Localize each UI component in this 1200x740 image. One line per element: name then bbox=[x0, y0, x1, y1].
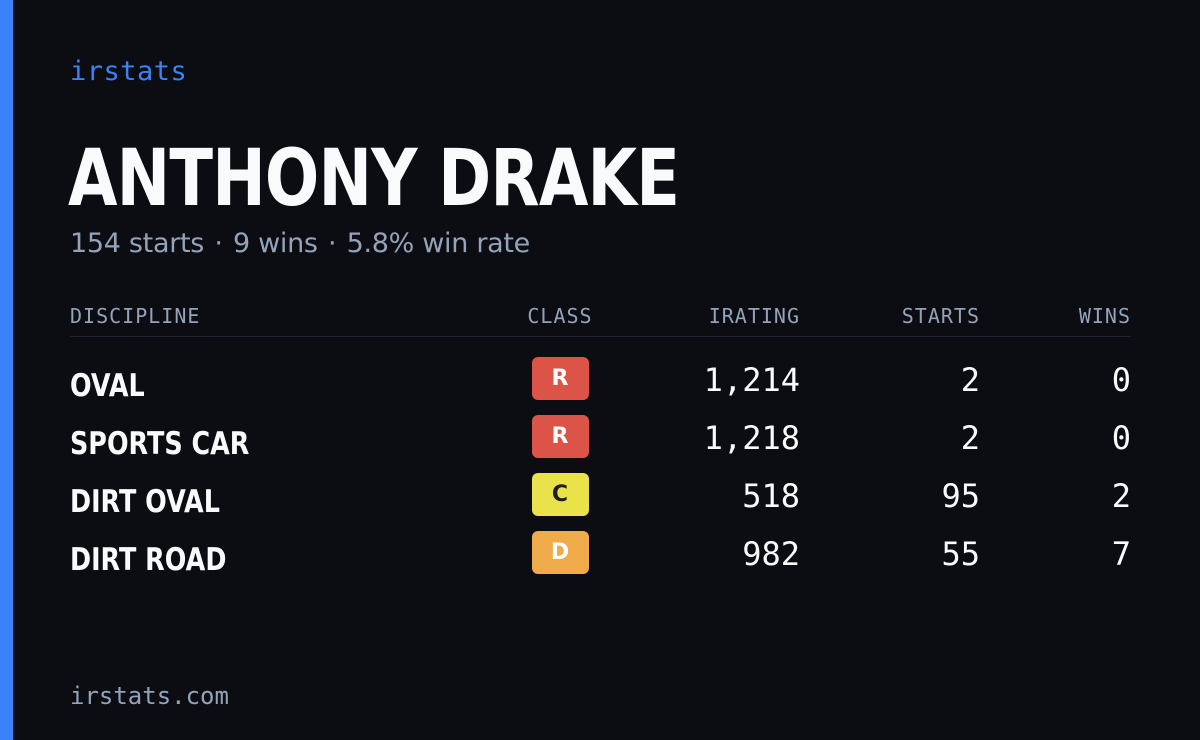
discipline-name: SPORTS CAR bbox=[70, 426, 250, 462]
summary-wins: 9 wins bbox=[232, 228, 318, 259]
wins-value: 7 bbox=[1111, 535, 1131, 573]
table-header-row: DISCIPLINE CLASS IRATING STARTS WINS bbox=[70, 296, 1131, 337]
starts-value: 2 bbox=[960, 361, 980, 399]
wins-value: 2 bbox=[1111, 477, 1131, 515]
class-badge: C bbox=[531, 472, 589, 516]
irating-value: 1,214 bbox=[703, 361, 800, 399]
irating-value: 1,218 bbox=[703, 419, 800, 457]
header-starts: STARTS bbox=[800, 296, 980, 337]
wins-value: 0 bbox=[1111, 361, 1131, 399]
header-discipline: DISCIPLINE bbox=[70, 296, 500, 337]
starts-value: 55 bbox=[941, 535, 980, 573]
class-badge: R bbox=[531, 356, 589, 400]
summary-starts: 154 starts bbox=[70, 228, 205, 259]
summary-separator: · bbox=[328, 228, 337, 259]
class-badge: R bbox=[531, 414, 589, 458]
class-badge: D bbox=[531, 530, 589, 574]
header-class: CLASS bbox=[500, 296, 620, 337]
irating-value: 982 bbox=[742, 535, 800, 573]
starts-value: 95 bbox=[941, 477, 980, 515]
brand-logo: irstats bbox=[70, 56, 188, 87]
discipline-name: OVAL bbox=[70, 368, 145, 404]
footer-url: irstats.com bbox=[70, 682, 229, 710]
accent-bar bbox=[0, 0, 13, 740]
header-irating: IRATING bbox=[620, 296, 800, 337]
player-name: ANTHONY DRAKE bbox=[68, 134, 680, 224]
table-row: DIRT ROAD D 982 55 7 bbox=[70, 525, 1131, 583]
starts-value: 2 bbox=[960, 419, 980, 457]
discipline-stats-table: DISCIPLINE CLASS IRATING STARTS WINS OVA… bbox=[70, 296, 1131, 583]
discipline-name: DIRT OVAL bbox=[70, 484, 220, 520]
header-wins: WINS bbox=[980, 296, 1131, 337]
discipline-name: DIRT ROAD bbox=[70, 542, 227, 578]
table-row: SPORTS CAR R 1,218 2 0 bbox=[70, 409, 1131, 467]
wins-value: 0 bbox=[1111, 419, 1131, 457]
player-summary: 154 starts · 9 wins · 5.8% win rate bbox=[70, 228, 530, 259]
irating-value: 518 bbox=[742, 477, 800, 515]
table-row: DIRT OVAL C 518 95 2 bbox=[70, 467, 1131, 525]
summary-win-rate: 5.8% win rate bbox=[346, 228, 531, 259]
summary-separator: · bbox=[214, 228, 223, 259]
table-row: OVAL R 1,214 2 0 bbox=[70, 337, 1131, 410]
